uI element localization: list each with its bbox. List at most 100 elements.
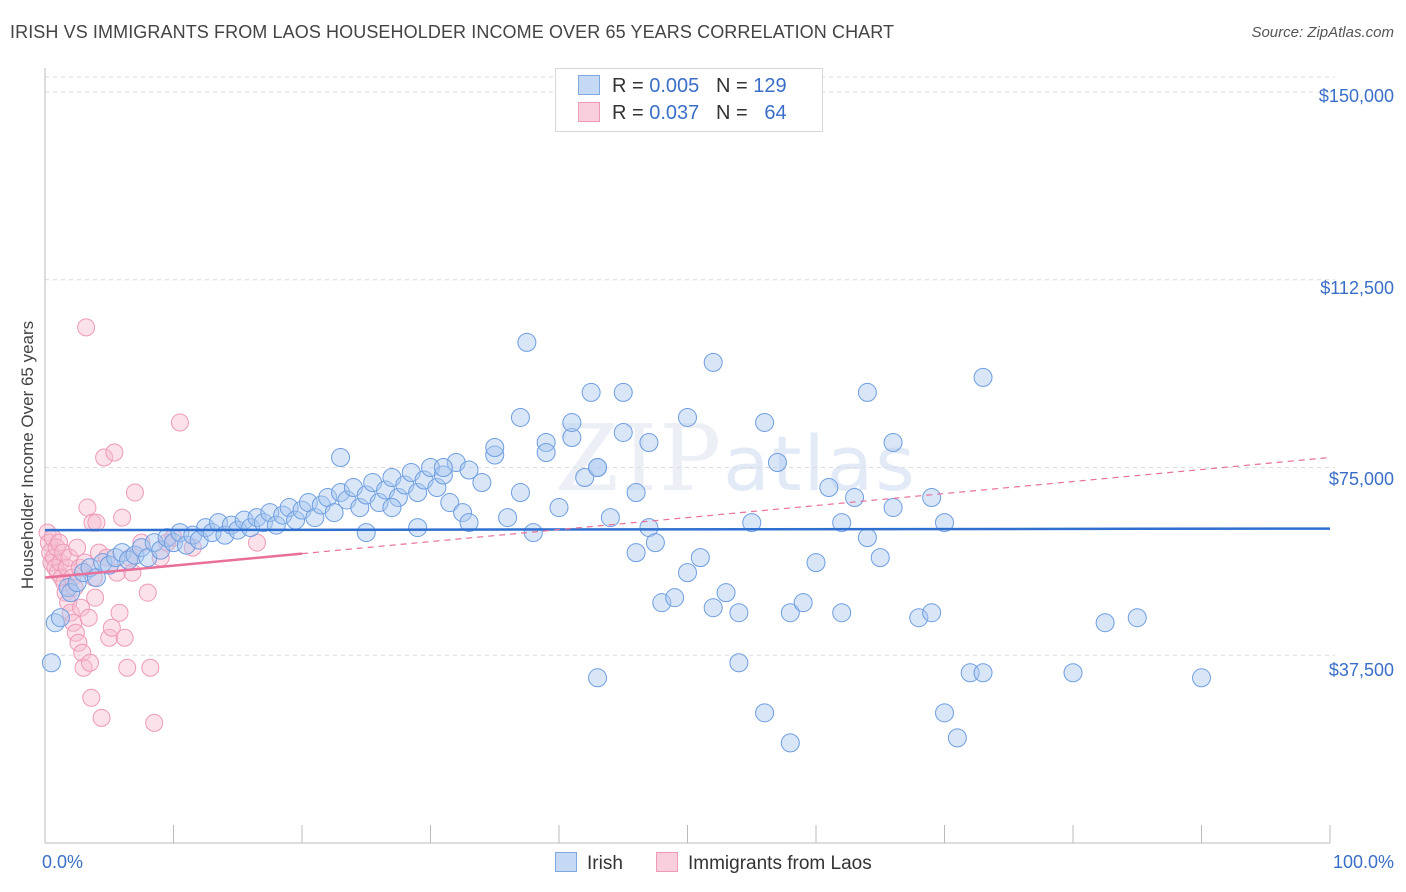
irish-point	[832, 513, 852, 533]
laos-point	[145, 713, 164, 732]
irish-point	[935, 703, 954, 723]
irish-point	[690, 548, 710, 568]
irish-point	[247, 508, 267, 528]
irish-point	[196, 518, 216, 538]
irish-point	[50, 608, 70, 628]
irish-point	[41, 653, 61, 673]
irish-point	[61, 583, 81, 603]
irish-point	[832, 603, 852, 623]
laos-point	[82, 688, 101, 707]
irish-point	[626, 483, 646, 503]
irish-point	[453, 503, 473, 523]
irish-point	[819, 478, 839, 498]
laos-legend-label: Immigrants from Laos	[688, 853, 872, 874]
gridlines	[45, 76, 1335, 656]
laos-n-label: N =	[715, 102, 754, 124]
laos-point	[69, 633, 88, 652]
laos-point	[102, 618, 121, 637]
irish-point	[510, 483, 530, 503]
irish-point	[350, 498, 370, 518]
laos-point	[71, 598, 90, 617]
irish-point	[845, 488, 865, 508]
laos-point	[118, 658, 137, 677]
irish-point	[581, 382, 601, 402]
irish-point	[485, 445, 505, 465]
irish-point	[510, 407, 530, 427]
laos-point	[78, 498, 97, 517]
irish-point	[408, 483, 428, 503]
legend-item-irish: Irish	[555, 852, 623, 875]
legend-item-laos: Immigrants from Laos	[656, 852, 872, 875]
y-tick-label: $112,500	[1320, 278, 1394, 298]
watermark: ZIPatlas	[555, 405, 917, 512]
irish-point	[144, 533, 164, 553]
legend-row-irish: R = 0.005 N = 129	[578, 75, 787, 101]
x-tick-label-min: 0.0%	[42, 852, 84, 872]
legend-row-laos: R = 0.037 N = 64	[578, 102, 787, 128]
irish-point	[613, 422, 633, 442]
laos-point	[141, 658, 160, 677]
irish-point	[870, 548, 890, 568]
irish-point	[626, 543, 646, 563]
laos-trend-line-dashed	[301, 456, 1331, 555]
watermark-zip: ZIP	[555, 405, 724, 512]
irish-point	[1063, 663, 1083, 683]
irish-point	[857, 528, 877, 548]
irish-legend-label: Irish	[587, 853, 623, 874]
source-credit: Source: ZipAtlas.com	[1251, 24, 1394, 41]
irish-point	[793, 593, 813, 613]
irish-point	[742, 513, 762, 533]
irish-point	[356, 523, 376, 543]
laos-point	[170, 413, 189, 432]
laos-point	[110, 603, 129, 622]
laos-point	[79, 608, 98, 627]
irish-point	[485, 437, 505, 457]
irish-point	[703, 352, 723, 372]
irish-point	[131, 538, 151, 558]
laos-swatch	[578, 102, 600, 122]
irish-n-value: 129	[753, 75, 787, 97]
irish-point	[806, 553, 826, 573]
laos-trend-line-solid	[44, 552, 303, 579]
irish-point	[331, 447, 351, 467]
irish-point	[780, 603, 800, 623]
laos-point	[50, 533, 69, 552]
irish-point	[645, 533, 665, 553]
laos-point	[115, 628, 134, 647]
irish-point	[408, 518, 428, 538]
laos-point	[113, 508, 132, 527]
irish-point	[729, 653, 749, 673]
laos-point	[38, 523, 57, 542]
laos-legend-swatch	[656, 852, 678, 872]
y-axis-label: Householder Income Over 65 years	[18, 320, 37, 590]
irish-point	[613, 382, 633, 402]
irish-point	[973, 663, 993, 683]
irish-point	[639, 432, 659, 452]
laos-n-value: 64	[764, 102, 787, 124]
laos-point	[73, 643, 92, 662]
irish-point	[498, 508, 518, 528]
irish-point	[678, 407, 697, 427]
irish-point	[575, 468, 595, 488]
irish-point	[433, 458, 453, 478]
irish-point	[883, 432, 903, 452]
irish-point	[780, 733, 800, 753]
laos-point	[92, 708, 111, 727]
irish-point	[536, 432, 556, 452]
irish-legend-swatch	[555, 852, 577, 872]
laos-r-value: 0.037	[649, 102, 700, 124]
irish-point	[58, 578, 78, 598]
laos-r-label: R =	[612, 102, 650, 124]
irish-point	[459, 513, 479, 533]
y-tick-label: $75,000	[1328, 469, 1394, 489]
irish-point	[947, 728, 967, 748]
irish-point	[935, 513, 954, 533]
irish-point	[45, 613, 65, 633]
irish-trend-line	[44, 527, 1331, 532]
irish-point	[562, 412, 582, 432]
irish-point	[857, 382, 877, 402]
trend-lines	[44, 456, 1331, 579]
irish-point	[99, 555, 119, 575]
laos-point	[86, 588, 105, 607]
